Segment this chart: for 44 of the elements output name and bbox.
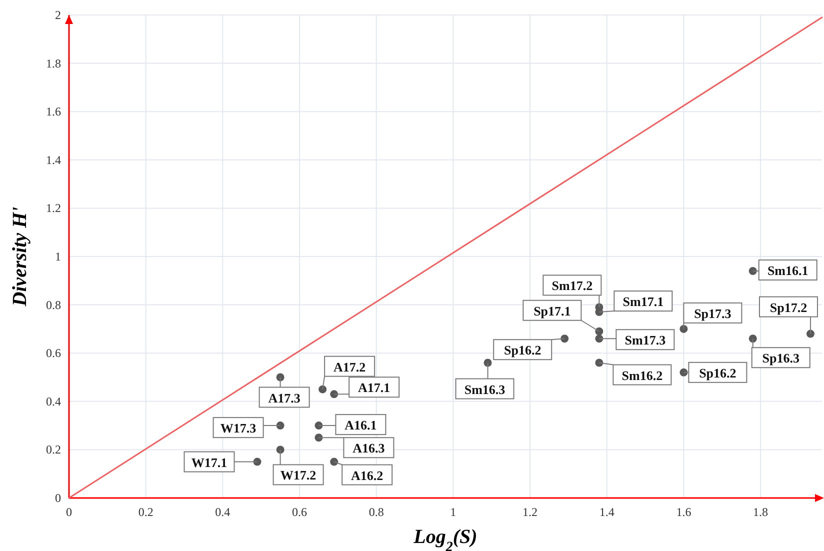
- x-tick-label: 1.4: [599, 505, 614, 519]
- x-tick-label: 0: [66, 505, 72, 519]
- annotation: Sp16.2: [699, 365, 736, 380]
- y-tick-label: 1.8: [46, 56, 61, 70]
- x-tick-label: 1: [450, 505, 456, 519]
- x-tick-label: 0.2: [138, 505, 154, 519]
- y-tick-label: 0.2: [46, 442, 61, 457]
- y-tick-label: 0.6: [46, 346, 61, 360]
- annotation: W17.2: [280, 468, 316, 483]
- annotation: Sp17.1: [534, 303, 571, 318]
- annotation: A17.3: [268, 390, 301, 406]
- y-tick-label: 1.4: [46, 152, 61, 167]
- x-axis-title: Log$_{2}$(S): [412, 526, 478, 551]
- y-tick-label: 1.6: [46, 104, 61, 119]
- annotation: A16.2: [351, 468, 384, 483]
- annotation: A17.2: [333, 359, 366, 374]
- annotation: W17.1: [191, 454, 228, 470]
- x-tick-label: 0.8: [368, 505, 384, 519]
- annotation: Sm17.1: [622, 294, 664, 310]
- annotation: A16.3: [352, 440, 386, 456]
- y-tick-label: 0.8: [46, 298, 61, 312]
- y-tick-label: 0.4: [46, 394, 61, 408]
- y-tick-label: 1.2: [46, 201, 61, 216]
- annotation: Sp17.2: [770, 300, 808, 315]
- x-tick-label: 1.2: [522, 505, 538, 519]
- annotation: Sm16.3: [464, 382, 506, 397]
- annotation: A16.1: [344, 418, 377, 433]
- y-tick-label: 1: [55, 250, 61, 264]
- annotation: Sm17.3: [624, 332, 666, 348]
- y-tick-label: 2: [55, 8, 61, 22]
- annotation: W17.3: [220, 420, 257, 436]
- x-tick-label: 0.6: [292, 505, 308, 519]
- annotation: Sm16.2: [622, 368, 663, 383]
- annotation: Sm17.2: [552, 278, 593, 294]
- annotation: A17.1: [358, 380, 390, 396]
- annotation: Sp17.3: [694, 306, 732, 321]
- x-tick-label: 1.6: [676, 505, 692, 519]
- x-tick-label: 1.8: [753, 505, 768, 519]
- annotation: Sp16.3: [762, 350, 800, 366]
- annotation: Sm16.1: [767, 262, 808, 278]
- x-tick-label: 0.4: [215, 505, 230, 519]
- annotation: Sp16.2: [504, 342, 542, 358]
- y-axis-title: Diversity H': [9, 206, 31, 308]
- y-tick-label: 0: [55, 491, 61, 505]
